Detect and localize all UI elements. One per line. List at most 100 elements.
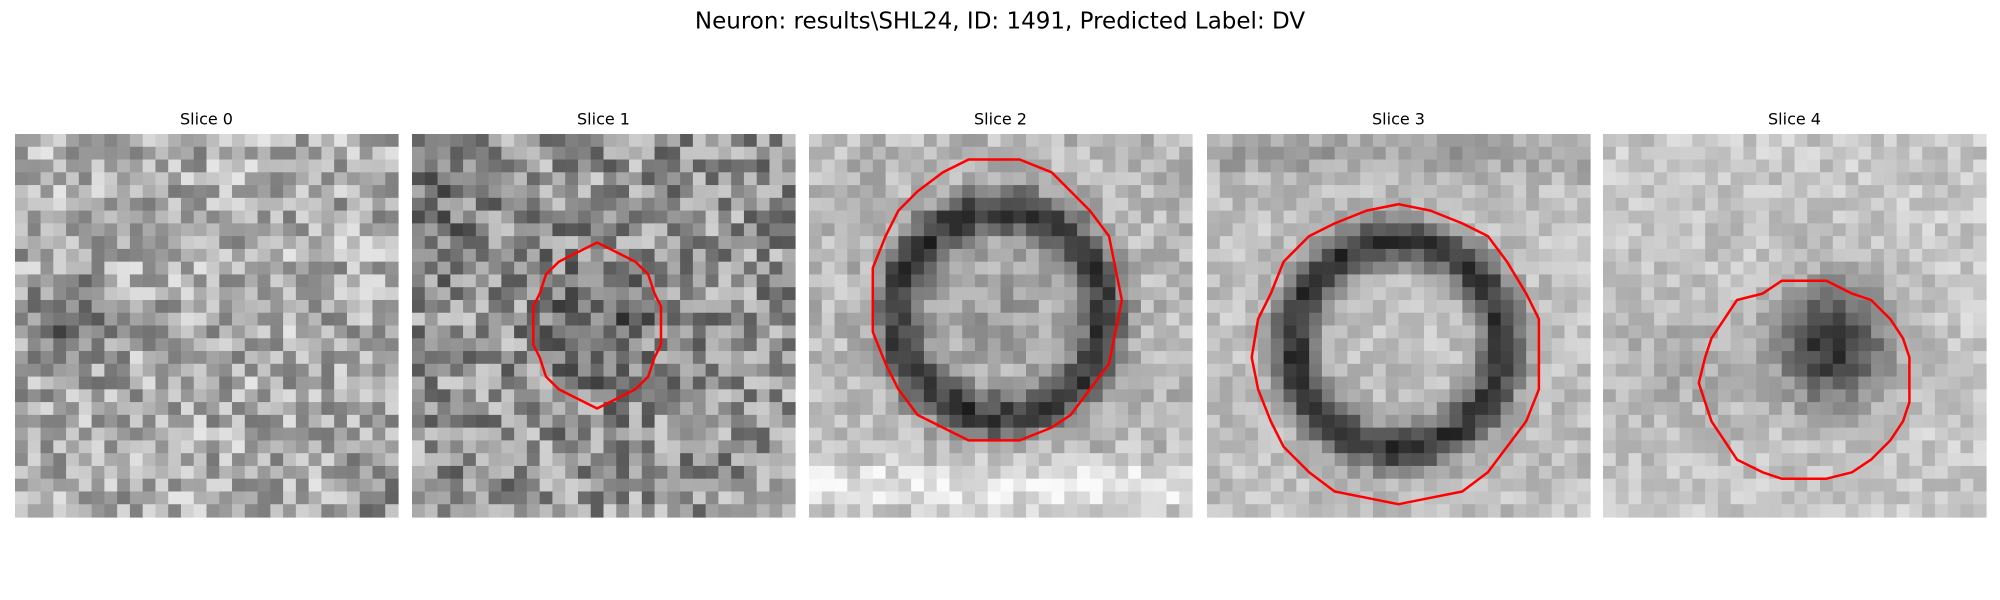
pixel — [1717, 261, 1732, 276]
pixel — [847, 197, 861, 212]
pixel — [1077, 478, 1091, 493]
pixel — [1179, 248, 1193, 263]
pixel — [334, 427, 348, 441]
pixel — [1245, 248, 1259, 263]
pixel — [718, 261, 732, 276]
pixel — [1845, 338, 1859, 352]
pixel — [142, 146, 157, 161]
pixel — [488, 427, 502, 441]
pixel — [488, 261, 502, 276]
pixel — [974, 146, 989, 161]
pixel — [1398, 427, 1412, 441]
pixel — [1398, 351, 1412, 365]
pixel — [437, 197, 451, 212]
pixel — [718, 134, 732, 148]
pixel — [1654, 325, 1668, 339]
pixel — [860, 351, 874, 365]
pixel — [539, 185, 554, 199]
pixel — [1538, 478, 1553, 493]
pixel — [155, 299, 169, 314]
pixel — [346, 414, 361, 429]
pixel — [1768, 274, 1783, 288]
pixel — [40, 414, 54, 429]
pixel — [1513, 338, 1527, 352]
pixel — [923, 389, 938, 403]
pixel — [257, 465, 271, 480]
pixel — [334, 478, 348, 493]
pixel — [1692, 287, 1706, 301]
pixel — [1883, 172, 1898, 186]
pixel — [539, 312, 554, 327]
pixel — [1845, 363, 1859, 378]
pixel — [1232, 389, 1246, 403]
pixel — [1245, 210, 1259, 224]
pixel — [53, 504, 67, 518]
pixel — [526, 185, 541, 199]
pixel — [1692, 440, 1706, 454]
pixel — [743, 338, 758, 352]
pixel — [1807, 363, 1821, 378]
pixel — [692, 261, 707, 276]
pixel — [129, 210, 144, 224]
pixel — [501, 504, 515, 518]
pixel — [1896, 274, 1910, 288]
pixel — [1934, 465, 1949, 480]
pixel — [1232, 299, 1246, 314]
pixel — [1038, 453, 1053, 467]
pixel — [1743, 159, 1757, 173]
pixel — [1026, 338, 1040, 352]
pixel — [1871, 376, 1885, 390]
pixel — [577, 312, 592, 327]
pixel — [104, 427, 118, 441]
pixel — [308, 312, 322, 327]
pixel — [78, 351, 93, 365]
pixel — [1309, 185, 1323, 199]
pixel — [1487, 274, 1502, 288]
pixel — [1832, 453, 1847, 467]
pixel — [1219, 478, 1234, 493]
pixel — [1283, 172, 1297, 186]
pixel — [142, 261, 157, 276]
pixel — [898, 427, 912, 441]
pixel — [295, 210, 310, 224]
pixel — [782, 465, 796, 480]
pixel — [1960, 414, 1974, 429]
pixel — [1411, 440, 1425, 454]
pixel — [1628, 478, 1642, 493]
pixel — [1436, 325, 1451, 339]
pixel — [680, 197, 694, 212]
pixel — [911, 440, 925, 454]
pixel — [1245, 287, 1259, 301]
pixel — [1436, 299, 1451, 314]
pixel — [437, 159, 451, 173]
pixel — [1179, 236, 1193, 250]
pixel — [1922, 172, 1936, 186]
pixel — [1372, 376, 1387, 390]
pixel — [514, 299, 528, 314]
pixel — [1883, 299, 1898, 314]
pixel — [1462, 325, 1476, 339]
pixel — [346, 197, 361, 212]
pixel — [244, 478, 259, 493]
pixel — [91, 504, 105, 518]
pixel — [962, 402, 976, 416]
pixel — [1743, 185, 1757, 199]
pixel — [949, 146, 963, 161]
pixel — [1219, 223, 1234, 237]
pixel — [1705, 465, 1719, 480]
pixel — [1398, 440, 1412, 454]
pixel — [641, 465, 656, 480]
pixel — [1179, 134, 1193, 148]
pixel — [1551, 223, 1566, 237]
pixel — [1641, 351, 1655, 365]
pixel — [359, 453, 374, 467]
pixel — [463, 351, 477, 365]
pixel — [1564, 159, 1578, 173]
pixel — [872, 172, 887, 186]
pixel — [359, 491, 374, 505]
pixel — [1628, 325, 1642, 339]
pixel — [1577, 363, 1591, 378]
pixel — [1102, 287, 1116, 301]
pixel — [1603, 223, 1617, 237]
pixel — [372, 465, 386, 480]
